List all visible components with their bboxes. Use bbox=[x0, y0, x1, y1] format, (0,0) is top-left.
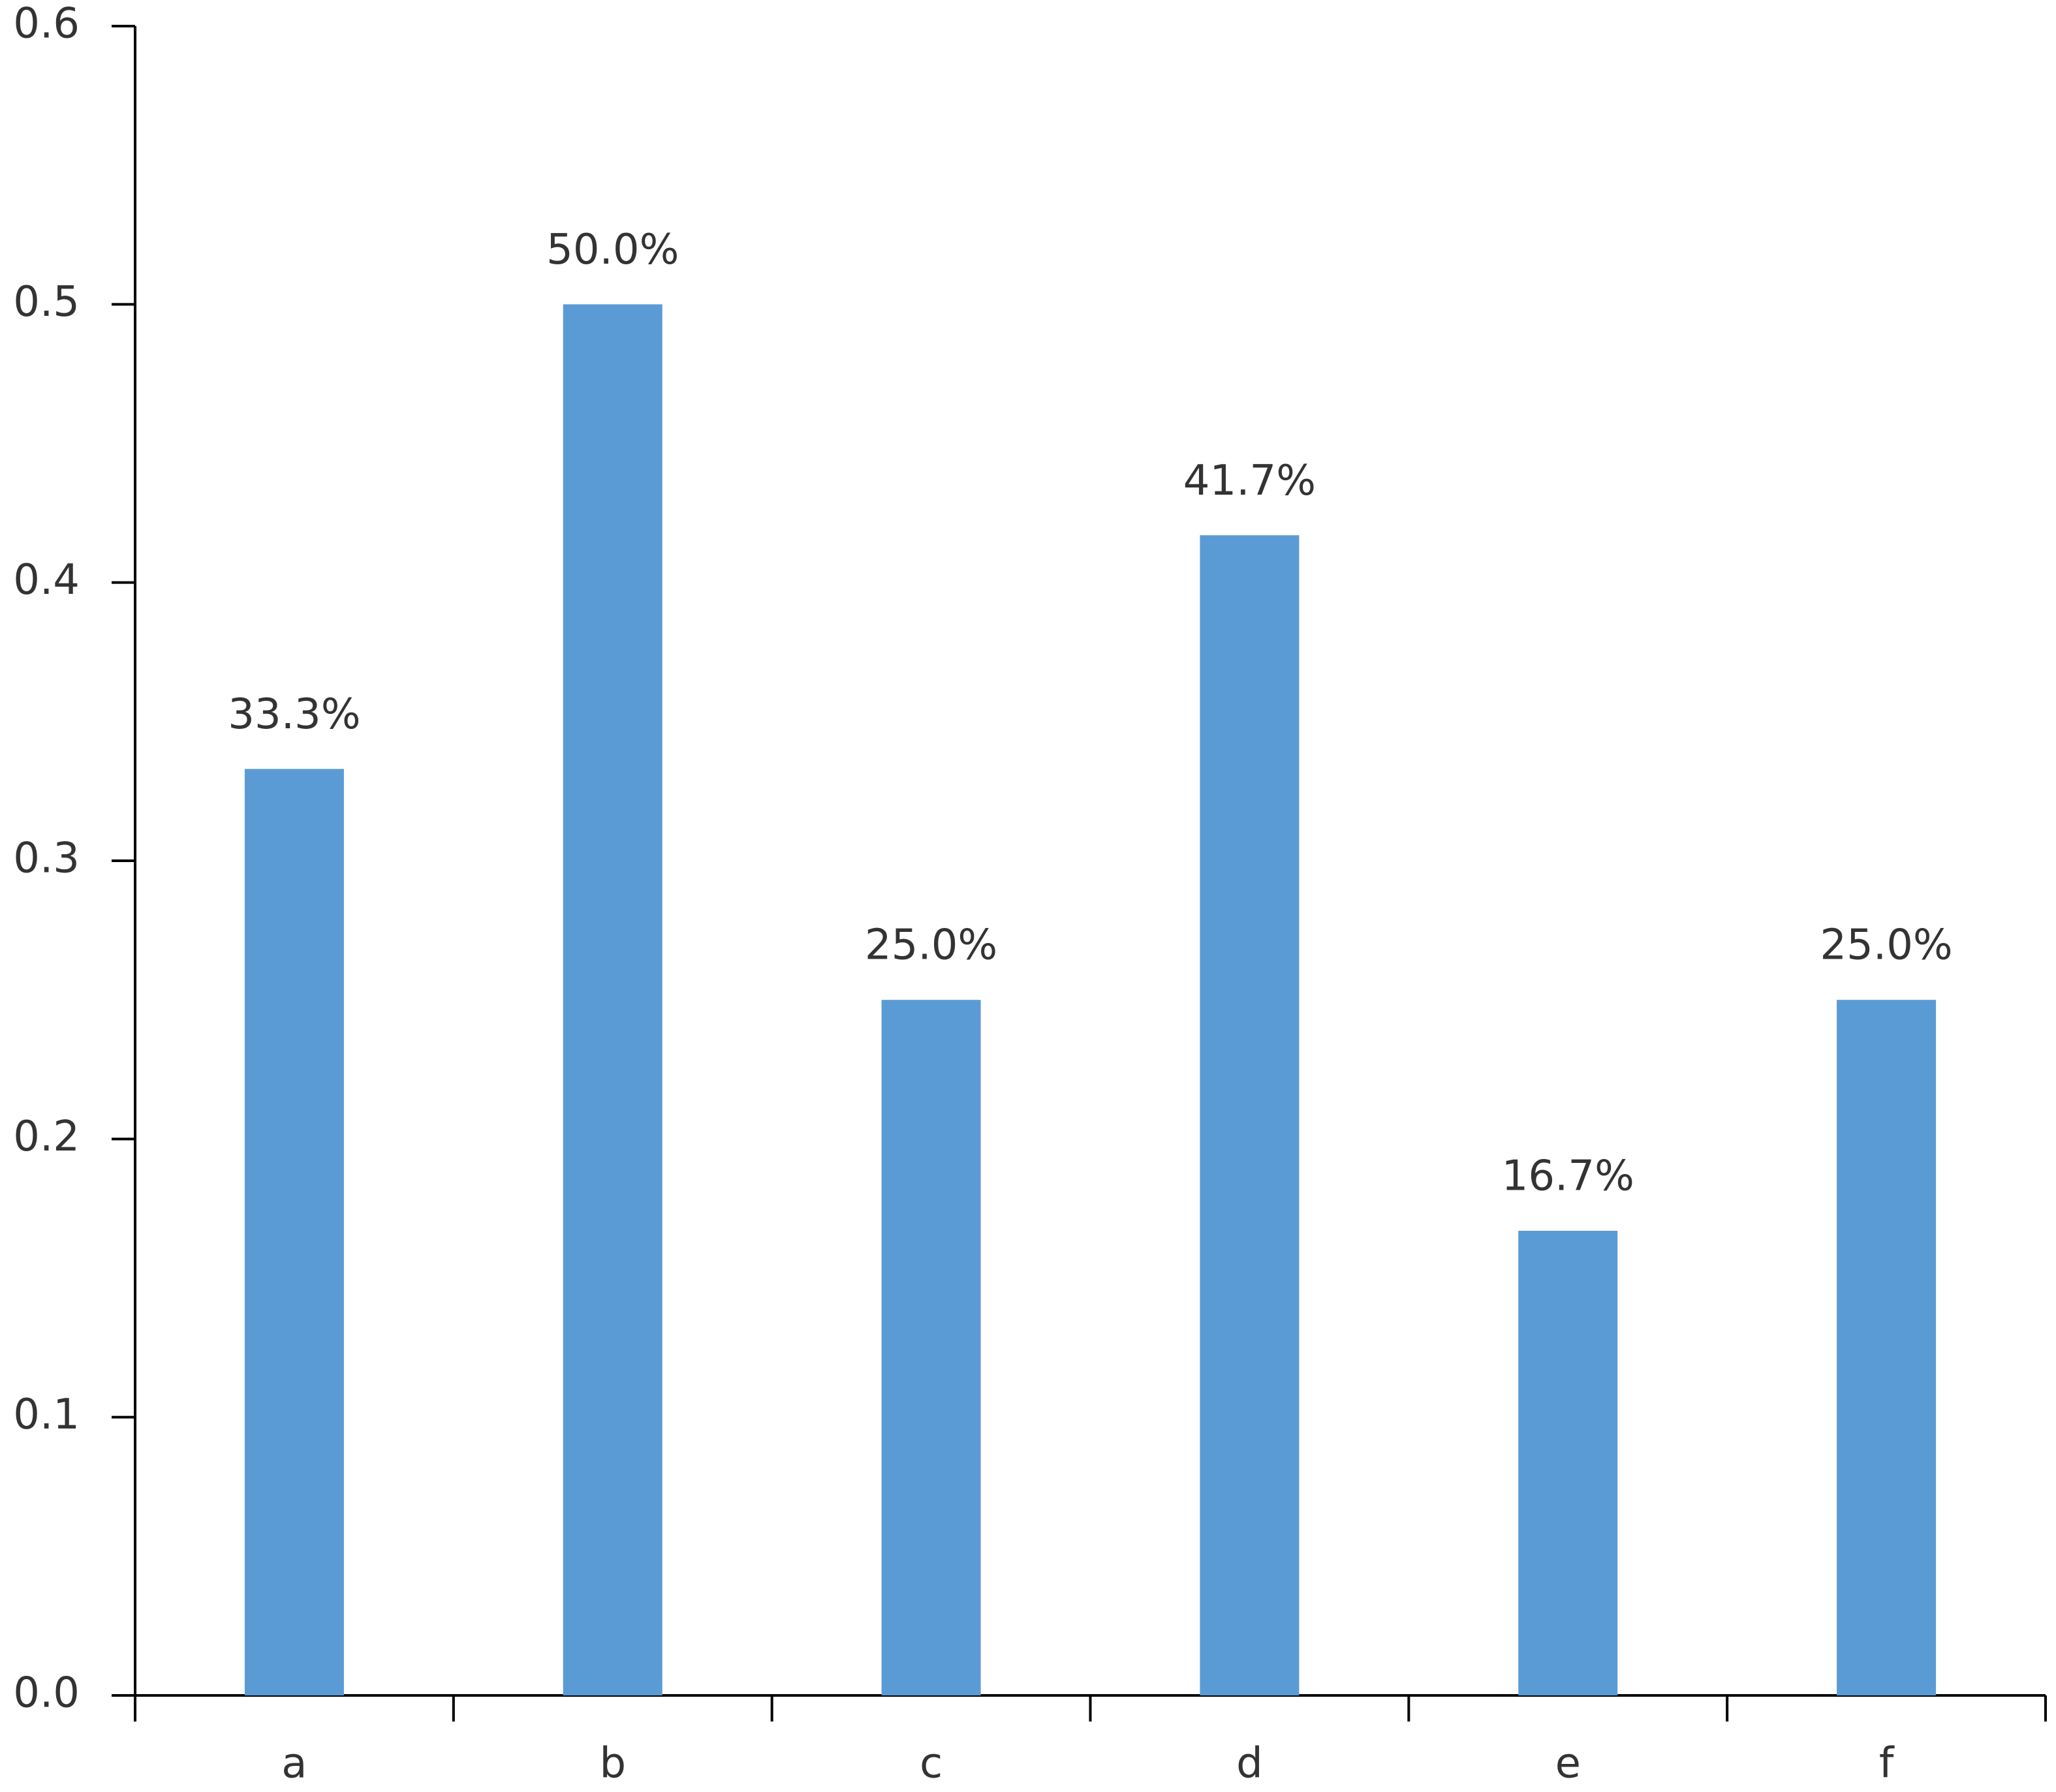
y-tick-label: 0.6 bbox=[13, 0, 80, 48]
y-tick-label: 0.3 bbox=[13, 835, 80, 883]
x-tick-label: d bbox=[1236, 1740, 1263, 1788]
bar bbox=[1837, 1000, 1937, 1695]
value-label: 33.3% bbox=[228, 690, 360, 739]
x-tick-label: c bbox=[920, 1740, 942, 1788]
value-label: 50.0% bbox=[546, 226, 679, 274]
bar bbox=[244, 769, 344, 1695]
x-tick-label: a bbox=[281, 1740, 307, 1788]
bar bbox=[881, 1000, 981, 1695]
y-tick-label: 0.4 bbox=[13, 556, 80, 604]
x-tick-label: e bbox=[1555, 1740, 1581, 1788]
y-tick-label: 0.1 bbox=[13, 1391, 80, 1439]
value-label: 25.0% bbox=[865, 921, 997, 970]
x-tick-label: b bbox=[599, 1740, 626, 1788]
x-tick-label: f bbox=[1879, 1740, 1895, 1788]
value-label: 41.7% bbox=[1183, 457, 1316, 505]
value-label: 16.7% bbox=[1502, 1152, 1634, 1201]
y-tick-label: 0.0 bbox=[13, 1669, 80, 1718]
y-tick-label: 0.5 bbox=[13, 278, 80, 326]
value-label: 25.0% bbox=[1820, 921, 1952, 970]
bar bbox=[1518, 1231, 1618, 1695]
bar bbox=[563, 304, 662, 1696]
y-tick-label: 0.2 bbox=[13, 1113, 80, 1161]
bar bbox=[1200, 535, 1300, 1696]
